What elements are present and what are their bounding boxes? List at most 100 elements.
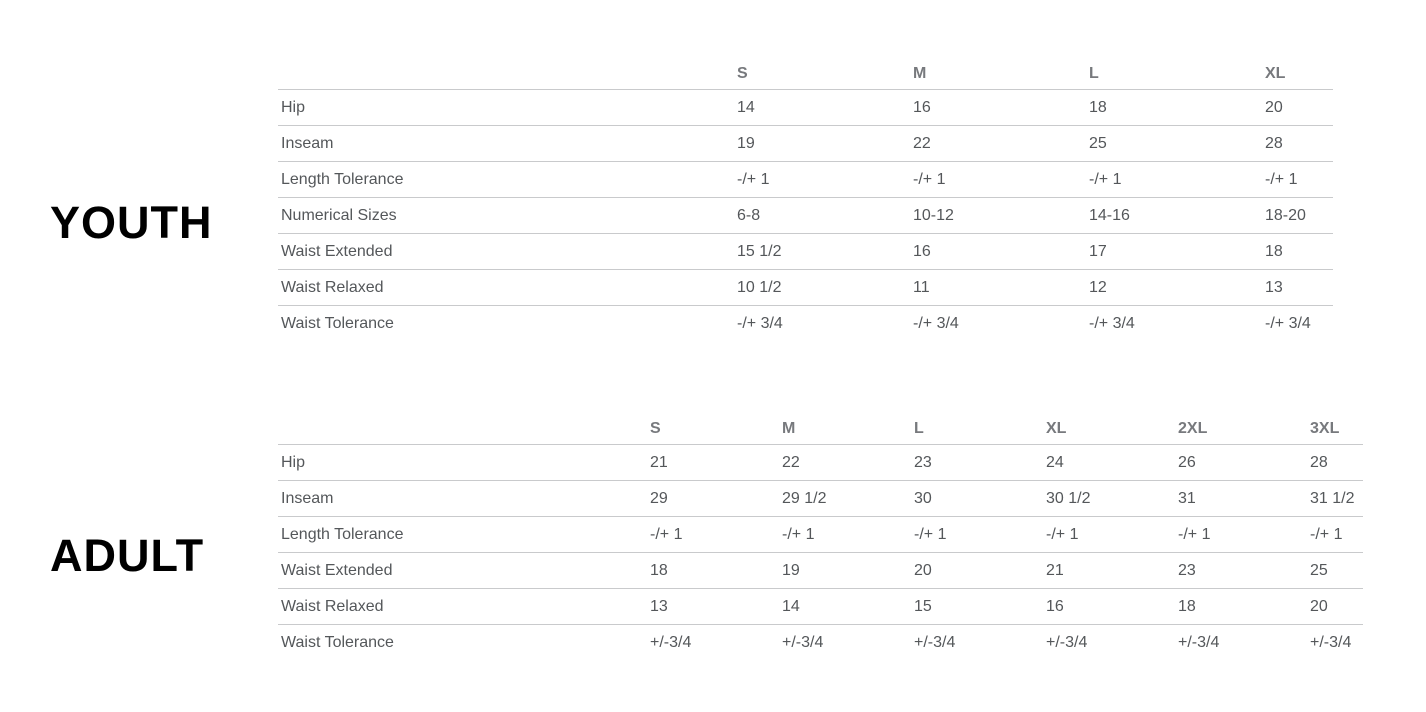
measurement-row: Numerical Sizes 6-8 10-12 14-16 18-20	[278, 197, 1333, 234]
measurement-value: -/+ 1	[779, 516, 911, 553]
measurement-row: Inseam 19 22 25 28	[278, 125, 1333, 162]
measurement-value: -/+ 3/4	[737, 314, 783, 332]
measurement-row: Length Tolerance -/+ 1 -/+ 1 -/+ 1 -/+ 1	[278, 161, 1333, 198]
measurement-value: 28	[1307, 444, 1363, 481]
measurement-value: 10 1/2	[734, 269, 910, 306]
measurement-value: 29 1/2	[779, 480, 911, 517]
measurement-value: 16	[910, 89, 1086, 126]
measurement-value: +/-3/4	[1046, 633, 1088, 651]
size-column-header: XL	[1043, 413, 1175, 445]
measurement-value: 11	[910, 269, 1086, 306]
adult-size-table: S M L XL 2XL 3XL Hip 21 22 23 24 26 28 Inseam 29 29 1/2…	[278, 413, 1363, 660]
measurement-value: 14	[734, 89, 910, 126]
measurement-value: 30 1/2	[1043, 480, 1175, 517]
measurement-label: Waist Tolerance	[281, 633, 394, 651]
measurement-label: Inseam	[278, 480, 647, 517]
measurement-value: -/+ 1	[1043, 516, 1175, 553]
measurement-row: Hip 14 16 18 20	[278, 89, 1333, 126]
measurement-row: Length Tolerance -/+ 1 -/+ 1 -/+ 1 -/+ 1 -/+ …	[278, 516, 1363, 553]
size-column-header: M	[910, 58, 1086, 90]
measurement-value: -/+ 1	[1307, 516, 1363, 553]
measurement-value: 15 1/2	[734, 233, 910, 270]
measurement-label: Length Tolerance	[278, 161, 734, 198]
measurement-label: Waist Extended	[278, 233, 734, 270]
measurement-label: Waist Relaxed	[278, 269, 734, 306]
size-column-header: 2XL	[1175, 413, 1307, 445]
measurement-value: -/+ 1	[647, 516, 779, 553]
measurement-value: 19	[779, 552, 911, 589]
measurement-value: -/+ 3/4	[913, 314, 959, 332]
size-header-row: S M L XL 2XL 3XL	[278, 413, 1363, 445]
measurement-value: 13	[647, 588, 779, 625]
measurement-value: +/-3/4	[782, 633, 824, 651]
measurement-value: 12	[1086, 269, 1262, 306]
measurement-label: Hip	[278, 444, 647, 481]
measurement-value: 20	[1307, 588, 1363, 625]
measurement-value: -/+ 1	[1175, 516, 1307, 553]
measurement-value: 10-12	[910, 197, 1086, 234]
measurement-value: 23	[911, 444, 1043, 481]
measurement-value: 20	[1262, 89, 1333, 126]
youth-size-table: S M L XL Hip 14 16 18 20 Inseam 19 22 25 28 Length Tol…	[278, 58, 1333, 341]
measurement-value: 18	[1086, 89, 1262, 126]
measurement-value: -/+ 1	[1262, 161, 1333, 198]
measurement-value: 14	[779, 588, 911, 625]
measurement-value: 31 1/2	[1307, 480, 1363, 517]
measurement-value: 28	[1262, 125, 1333, 162]
measurement-value: -/+ 3/4	[1265, 314, 1311, 332]
measurement-value: 25	[1307, 552, 1363, 589]
measurement-row: Hip 21 22 23 24 26 28	[278, 444, 1363, 481]
measurement-value: 14-16	[1086, 197, 1262, 234]
measurement-label: Waist Tolerance	[281, 314, 394, 332]
measurement-value: 20	[911, 552, 1043, 589]
measurement-value: 16	[1043, 588, 1175, 625]
measurement-value: 18-20	[1262, 197, 1333, 234]
measurement-value: 16	[910, 233, 1086, 270]
measurement-value: 13	[1262, 269, 1333, 306]
measurement-value: 15	[911, 588, 1043, 625]
measurement-row: Waist Extended 18 19 20 21 23 25	[278, 552, 1363, 589]
youth-section-title: YOUTH	[50, 197, 213, 248]
measurement-value: -/+ 3/4	[1089, 314, 1135, 332]
measurement-value: -/+ 1	[734, 161, 910, 198]
measurement-value: 19	[734, 125, 910, 162]
measurement-label: Inseam	[278, 125, 734, 162]
measurement-value: 21	[647, 444, 779, 481]
measurement-row: Waist Relaxed 10 1/2 11 12 13	[278, 269, 1333, 306]
measurement-value: 23	[1175, 552, 1307, 589]
measurement-value: +/-3/4	[1178, 633, 1220, 651]
size-column-header: S	[734, 58, 910, 90]
measurement-label: Waist Relaxed	[278, 588, 647, 625]
measurement-value: 24	[1043, 444, 1175, 481]
measurement-row: Waist Tolerance +/-3/4 +/-3/4 +/-3/4 +/-3/4 +…	[278, 625, 1363, 661]
measurement-value: 26	[1175, 444, 1307, 481]
measurement-row: Waist Tolerance -/+ 3/4 -/+ 3/4 -/+ 3/4 -/+ …	[278, 306, 1333, 342]
measurement-label: Hip	[278, 89, 734, 126]
size-column-header: L	[911, 413, 1043, 445]
measurement-value: 18	[1175, 588, 1307, 625]
adult-section-title: ADULT	[50, 530, 205, 581]
measurement-value: -/+ 1	[911, 516, 1043, 553]
measurement-value: 22	[779, 444, 911, 481]
measurement-value: 21	[1043, 552, 1175, 589]
measurement-value: 18	[647, 552, 779, 589]
measurement-label: Numerical Sizes	[278, 197, 734, 234]
measurement-value: 25	[1086, 125, 1262, 162]
measurement-value: 30	[911, 480, 1043, 517]
measurement-value: 18	[1262, 233, 1333, 270]
corner-cell	[278, 58, 734, 90]
measurement-value: 31	[1175, 480, 1307, 517]
size-header-row: S M L XL	[278, 58, 1333, 90]
measurement-row: Waist Extended 15 1/2 16 17 18	[278, 233, 1333, 270]
measurement-value: 29	[647, 480, 779, 517]
size-column-header: L	[1086, 58, 1262, 90]
size-column-header: S	[647, 413, 779, 445]
size-column-header: 3XL	[1307, 413, 1363, 445]
measurement-value: -/+ 1	[910, 161, 1086, 198]
measurement-value: 22	[910, 125, 1086, 162]
corner-cell	[278, 413, 647, 445]
measurement-value: +/-3/4	[650, 633, 692, 651]
measurement-label: Waist Extended	[278, 552, 647, 589]
measurement-value: +/-3/4	[914, 633, 956, 651]
measurement-row: Waist Relaxed 13 14 15 16 18 20	[278, 588, 1363, 625]
